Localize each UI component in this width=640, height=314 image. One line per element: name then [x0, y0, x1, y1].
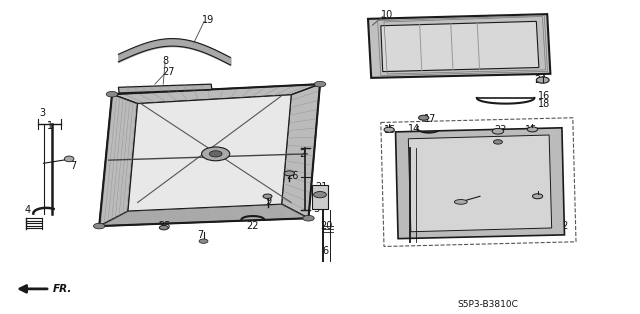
Text: 3: 3 — [40, 108, 46, 118]
Circle shape — [303, 215, 314, 221]
Text: 12: 12 — [557, 221, 569, 231]
Polygon shape — [396, 128, 564, 239]
Text: 24: 24 — [534, 75, 547, 85]
Circle shape — [199, 239, 208, 243]
Circle shape — [419, 115, 429, 120]
Text: 22: 22 — [246, 221, 259, 231]
Text: 13: 13 — [463, 193, 475, 203]
Text: 23: 23 — [495, 125, 507, 135]
Polygon shape — [408, 135, 552, 232]
Polygon shape — [99, 204, 308, 226]
Circle shape — [314, 192, 326, 198]
Ellipse shape — [65, 156, 74, 162]
Text: 15: 15 — [525, 125, 537, 135]
Text: 6: 6 — [323, 246, 329, 256]
Polygon shape — [112, 84, 320, 104]
Polygon shape — [381, 21, 539, 72]
Text: 26: 26 — [287, 171, 299, 181]
Circle shape — [159, 225, 168, 230]
Text: 14: 14 — [408, 124, 420, 134]
Text: 27: 27 — [162, 67, 175, 77]
Text: 8: 8 — [162, 56, 168, 66]
Circle shape — [106, 91, 118, 97]
Circle shape — [93, 223, 105, 229]
Text: 2: 2 — [300, 149, 306, 159]
Circle shape — [263, 194, 272, 198]
Text: 15: 15 — [538, 188, 550, 198]
Text: 1: 1 — [47, 121, 54, 131]
Text: 21: 21 — [315, 182, 327, 192]
Text: 19: 19 — [202, 15, 214, 25]
Text: 11: 11 — [495, 136, 507, 146]
Text: 7: 7 — [70, 161, 77, 171]
Circle shape — [532, 194, 543, 199]
Polygon shape — [99, 94, 138, 226]
Text: 16: 16 — [538, 91, 550, 101]
Circle shape — [202, 147, 230, 161]
Text: 4: 4 — [24, 205, 31, 215]
Text: 15: 15 — [384, 125, 396, 135]
Text: 18: 18 — [538, 99, 550, 109]
Text: 10: 10 — [381, 10, 393, 20]
Text: 20: 20 — [320, 221, 332, 231]
Text: S5P3-B3810C: S5P3-B3810C — [458, 300, 518, 309]
Circle shape — [314, 81, 326, 87]
Circle shape — [536, 77, 549, 83]
Text: 9: 9 — [266, 196, 272, 206]
Circle shape — [209, 151, 222, 157]
Circle shape — [284, 171, 294, 176]
Text: 5: 5 — [314, 204, 320, 214]
Text: 25: 25 — [159, 221, 172, 231]
Polygon shape — [128, 95, 291, 211]
Text: FR.: FR. — [52, 284, 72, 294]
Circle shape — [493, 140, 502, 144]
Ellipse shape — [454, 200, 467, 204]
Text: 7: 7 — [197, 230, 204, 241]
Circle shape — [527, 127, 538, 132]
Polygon shape — [118, 84, 212, 93]
Circle shape — [492, 128, 504, 134]
Bar — [312, 185, 328, 209]
Polygon shape — [368, 14, 550, 78]
Polygon shape — [282, 84, 320, 218]
Circle shape — [384, 127, 394, 132]
Text: 17: 17 — [424, 114, 436, 124]
